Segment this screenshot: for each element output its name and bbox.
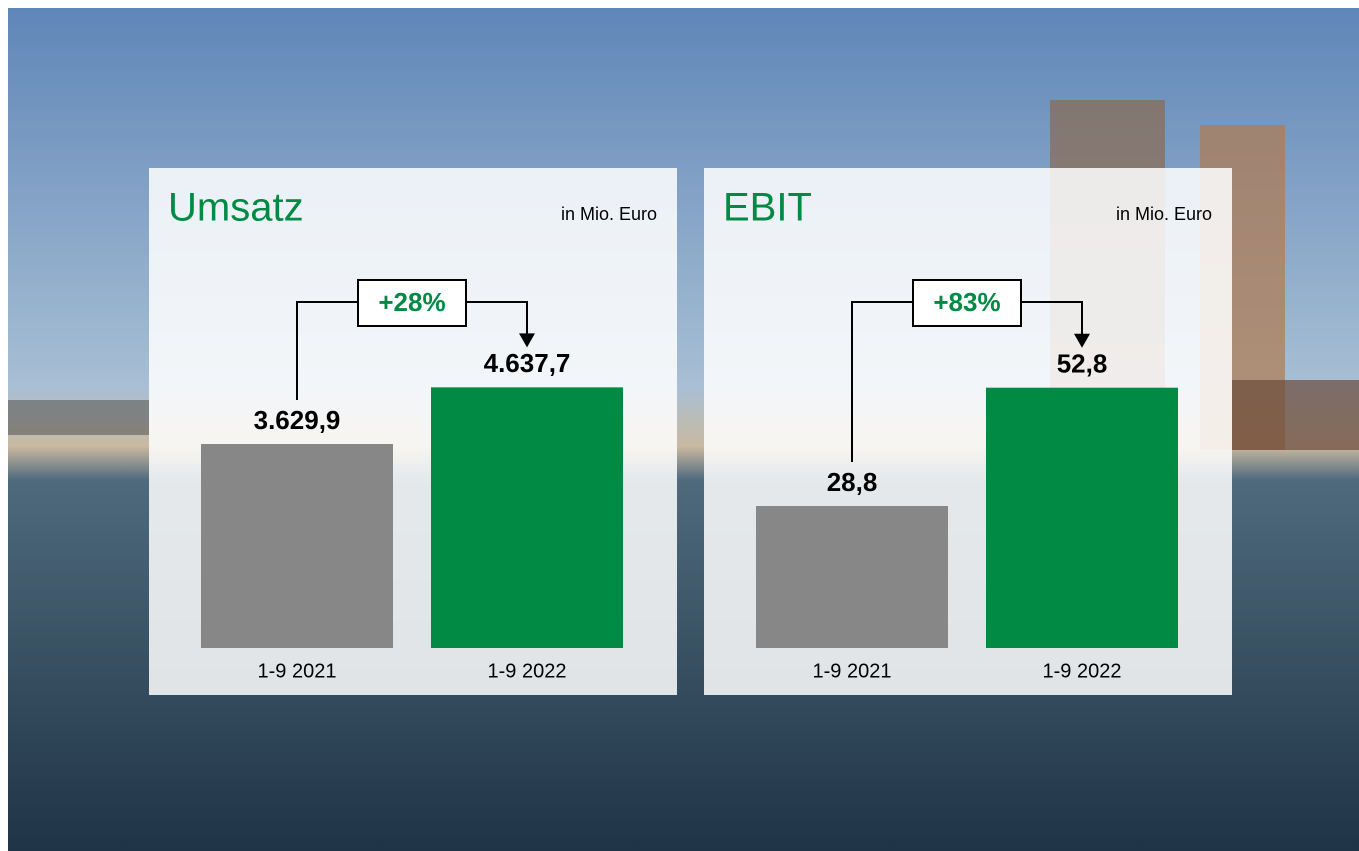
- x-tick-label: 1-9 2021: [258, 660, 337, 682]
- value-label: 3.629,9: [254, 405, 341, 435]
- value-label: 28,8: [827, 467, 878, 497]
- building: [1232, 380, 1359, 450]
- x-tick-label: 1-9 2022: [1043, 660, 1122, 682]
- bridge: [8, 400, 149, 435]
- value-label: 52,8: [1057, 349, 1108, 379]
- unit-label: in Mio. Euro: [561, 204, 657, 224]
- chart-title: EBIT: [723, 186, 812, 230]
- bar: [431, 387, 623, 648]
- annotation: +28%: [378, 287, 445, 317]
- unit-label: in Mio. Euro: [1116, 204, 1212, 224]
- value-label: 4.637,7: [484, 348, 571, 378]
- bar: [756, 506, 948, 648]
- x-tick-label: 1-9 2021: [813, 660, 892, 682]
- bar: [201, 444, 393, 648]
- x-tick-label: 1-9 2022: [488, 660, 567, 682]
- chart-title: Umsatz: [168, 186, 304, 230]
- annotation: +83%: [933, 287, 1000, 317]
- slide: Umsatz in Mio. Euro 3.629,9 1-9 2021 4.637,7…: [0, 0, 1359, 851]
- bar: [986, 388, 1178, 648]
